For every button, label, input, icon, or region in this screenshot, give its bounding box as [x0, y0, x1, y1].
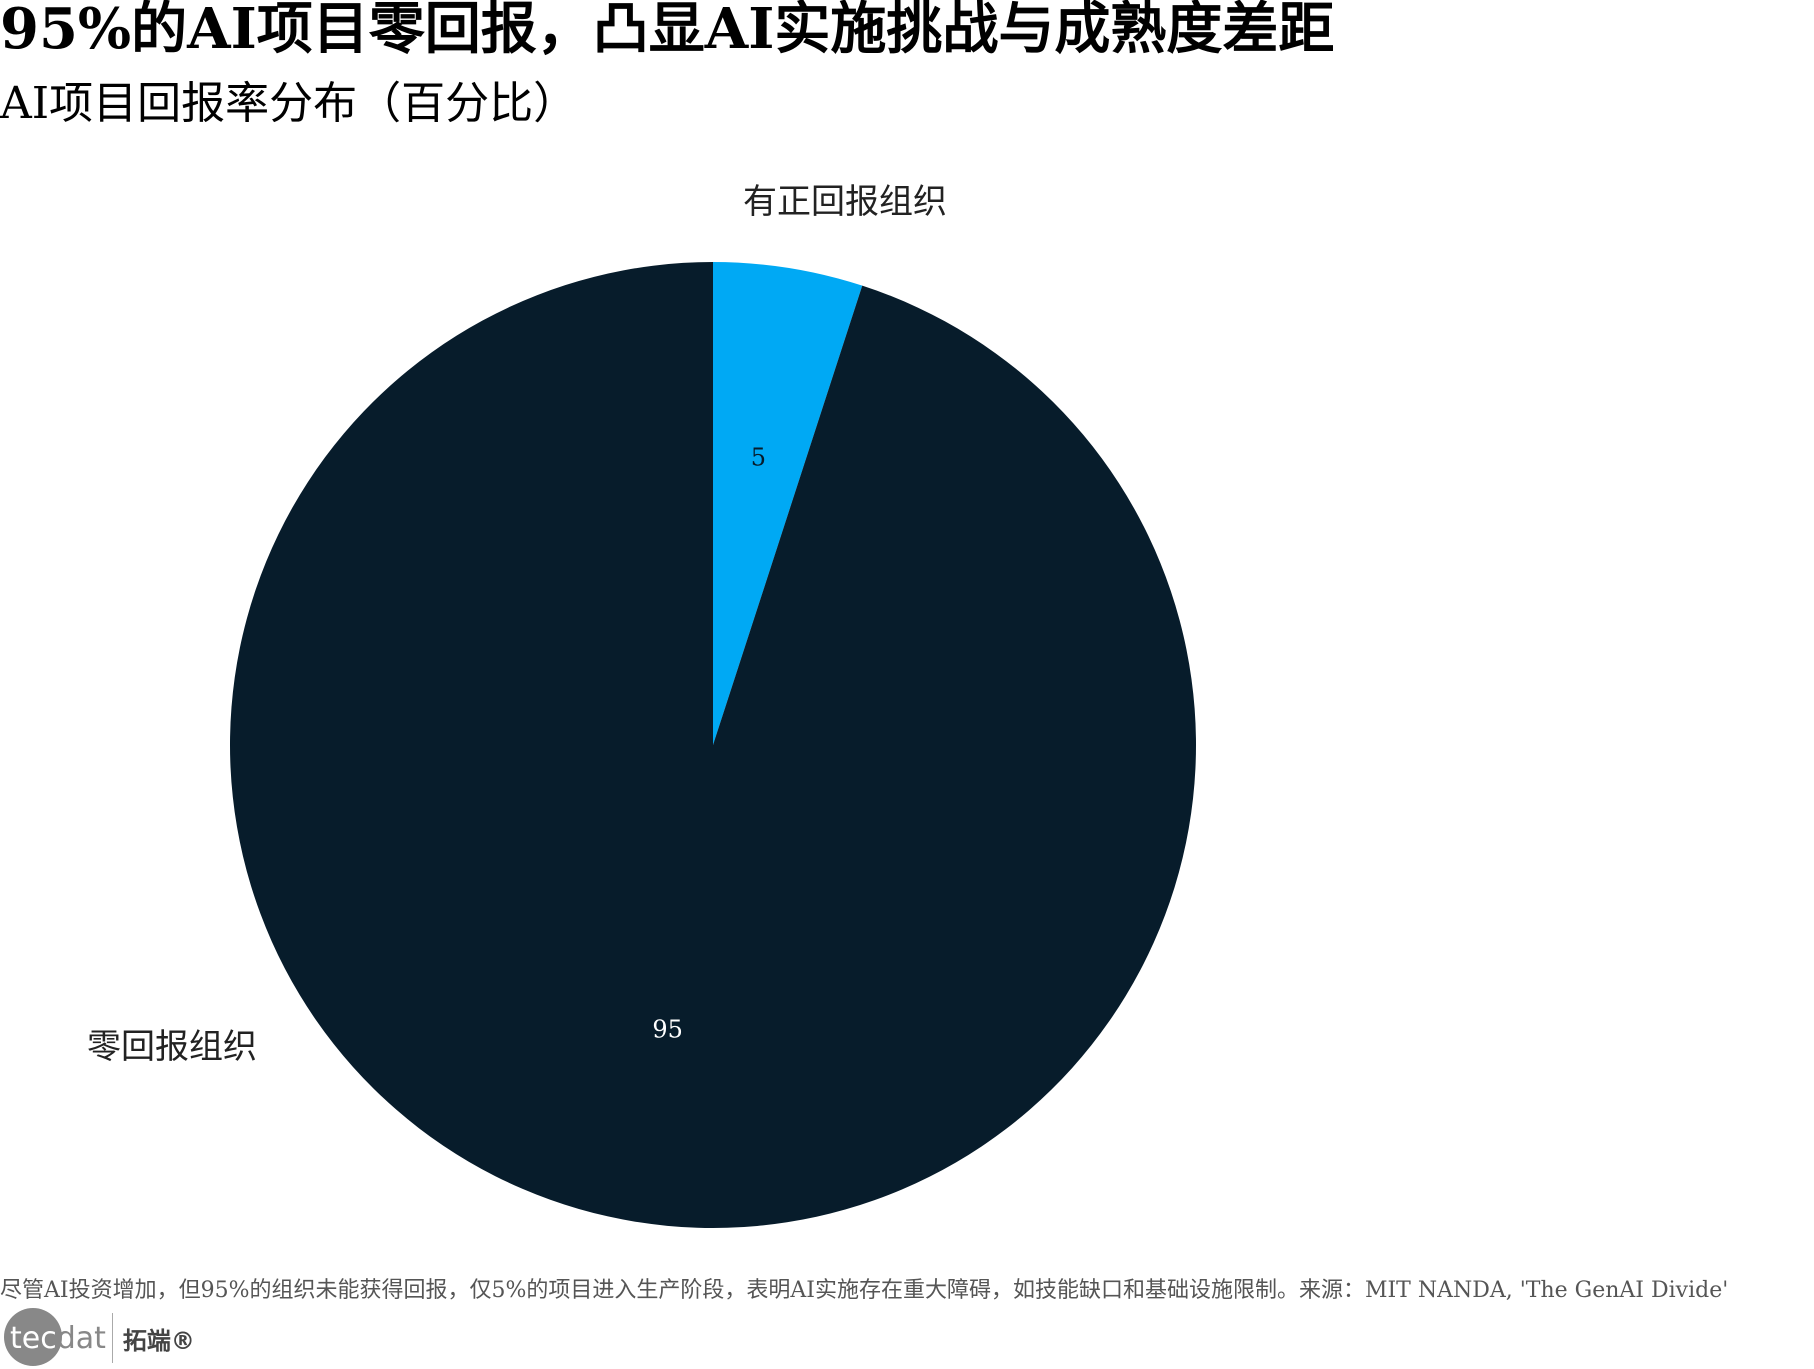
- pie-chart: 5 有正回报组织 95 零回报组织: [87, 182, 1197, 1229]
- logo-text: tecdat: [10, 1320, 106, 1356]
- data-label-2: 95: [652, 1016, 683, 1044]
- chart-subtitle: AI项目回报率分布（百分比）: [0, 78, 578, 129]
- logo-circle: [4, 1308, 62, 1366]
- logo-divider: [111, 1313, 113, 1363]
- pie-slice-1: [713, 262, 863, 745]
- footer-note: 尽管AI投资增加，但95%的组织未能获得回报，仅5%的项目进入生产阶段，表明AI…: [0, 1278, 1729, 1303]
- chart-title: 95%的AI项目零回报，凸显AI实施挑战与成熟度差距: [0, 0, 1335, 62]
- data-label-1: 5: [751, 443, 766, 471]
- pie-slice-2: [230, 262, 1197, 1229]
- tecdat-logo: tecdat 拓端®: [4, 1308, 195, 1368]
- category-label-2: 零回报组织: [87, 1027, 257, 1067]
- category-label-1: 有正回报组织: [743, 182, 947, 222]
- logo-cn: 拓端®: [122, 1326, 195, 1355]
